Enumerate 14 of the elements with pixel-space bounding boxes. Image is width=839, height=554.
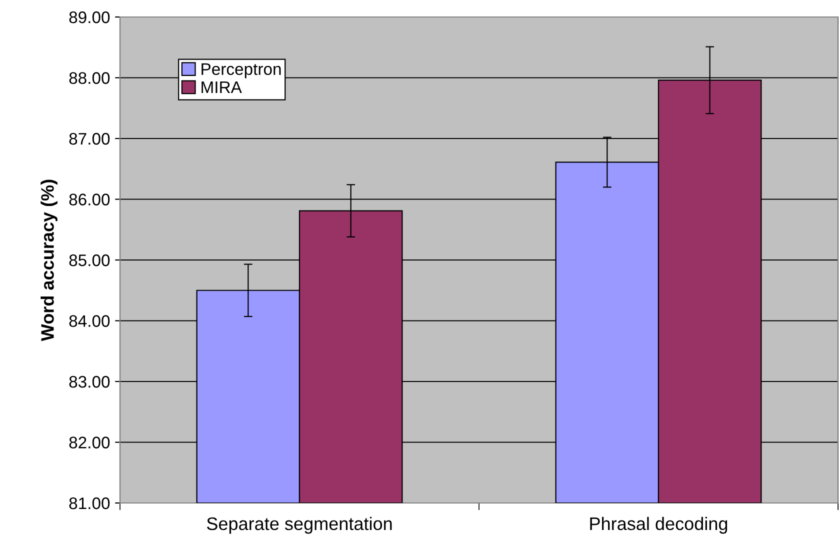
y-tick-label: 87.00 bbox=[69, 132, 110, 145]
legend-label: MIRA bbox=[202, 82, 242, 93]
x-tick-label: Separate segmentation bbox=[206, 516, 392, 534]
y-tick-label: 85.00 bbox=[69, 254, 110, 266]
y-tick-label: 86.00 bbox=[69, 194, 110, 206]
y-tick-label: 83.00 bbox=[69, 376, 110, 388]
y-tick-label: 84.00 bbox=[69, 315, 110, 327]
y-tick-label: 81.00 bbox=[69, 497, 110, 510]
y-tick-label: 88.00 bbox=[69, 72, 110, 84]
legend-label: Perceptron bbox=[202, 63, 281, 78]
x-tick-label: Phrasal decoding bbox=[590, 516, 728, 534]
y-tick-label: 89.00 bbox=[69, 11, 110, 24]
y-axis-title: Word accuracy (%) bbox=[40, 180, 58, 342]
y-tick-label: 82.00 bbox=[69, 436, 110, 448]
